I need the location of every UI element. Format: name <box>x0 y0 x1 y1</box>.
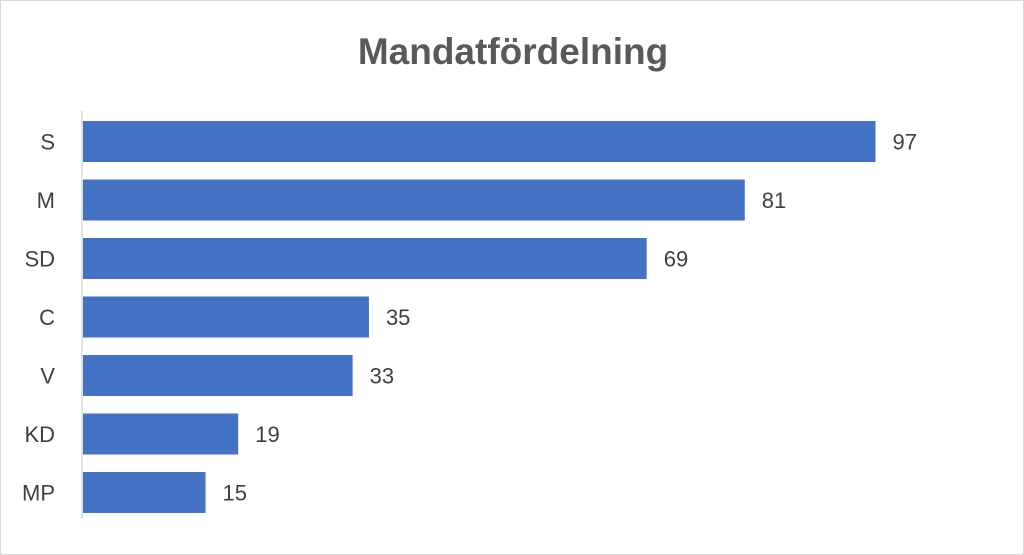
value-label-v: 33 <box>370 364 394 389</box>
bar-sd <box>83 238 647 279</box>
category-label-mp: MP <box>22 481 55 506</box>
value-label-kd: 19 <box>255 422 279 447</box>
bar-kd <box>83 413 239 455</box>
bar-m <box>83 179 745 221</box>
value-label-mp: 15 <box>223 481 247 506</box>
value-label-m: 81 <box>762 188 786 213</box>
value-label-sd: 69 <box>664 247 688 272</box>
category-label-c: C <box>39 305 55 330</box>
value-label-c: 35 <box>386 305 410 330</box>
category-label-sd: SD <box>24 247 55 272</box>
bar-s <box>83 121 876 162</box>
category-label-kd: KD <box>24 422 55 447</box>
bar-c <box>83 296 369 338</box>
bar-v <box>83 355 353 396</box>
category-labels: S M SD C V KD MP <box>22 130 55 506</box>
chart-title: Mandatfördelning <box>358 31 668 72</box>
value-label-s: 97 <box>892 130 916 155</box>
category-label-m: M <box>37 188 55 213</box>
bar-mp <box>83 472 206 513</box>
category-label-s: S <box>40 130 55 155</box>
category-label-v: V <box>40 364 55 389</box>
value-labels: 97 81 69 35 33 19 15 <box>223 130 917 506</box>
bars-group <box>83 121 876 513</box>
